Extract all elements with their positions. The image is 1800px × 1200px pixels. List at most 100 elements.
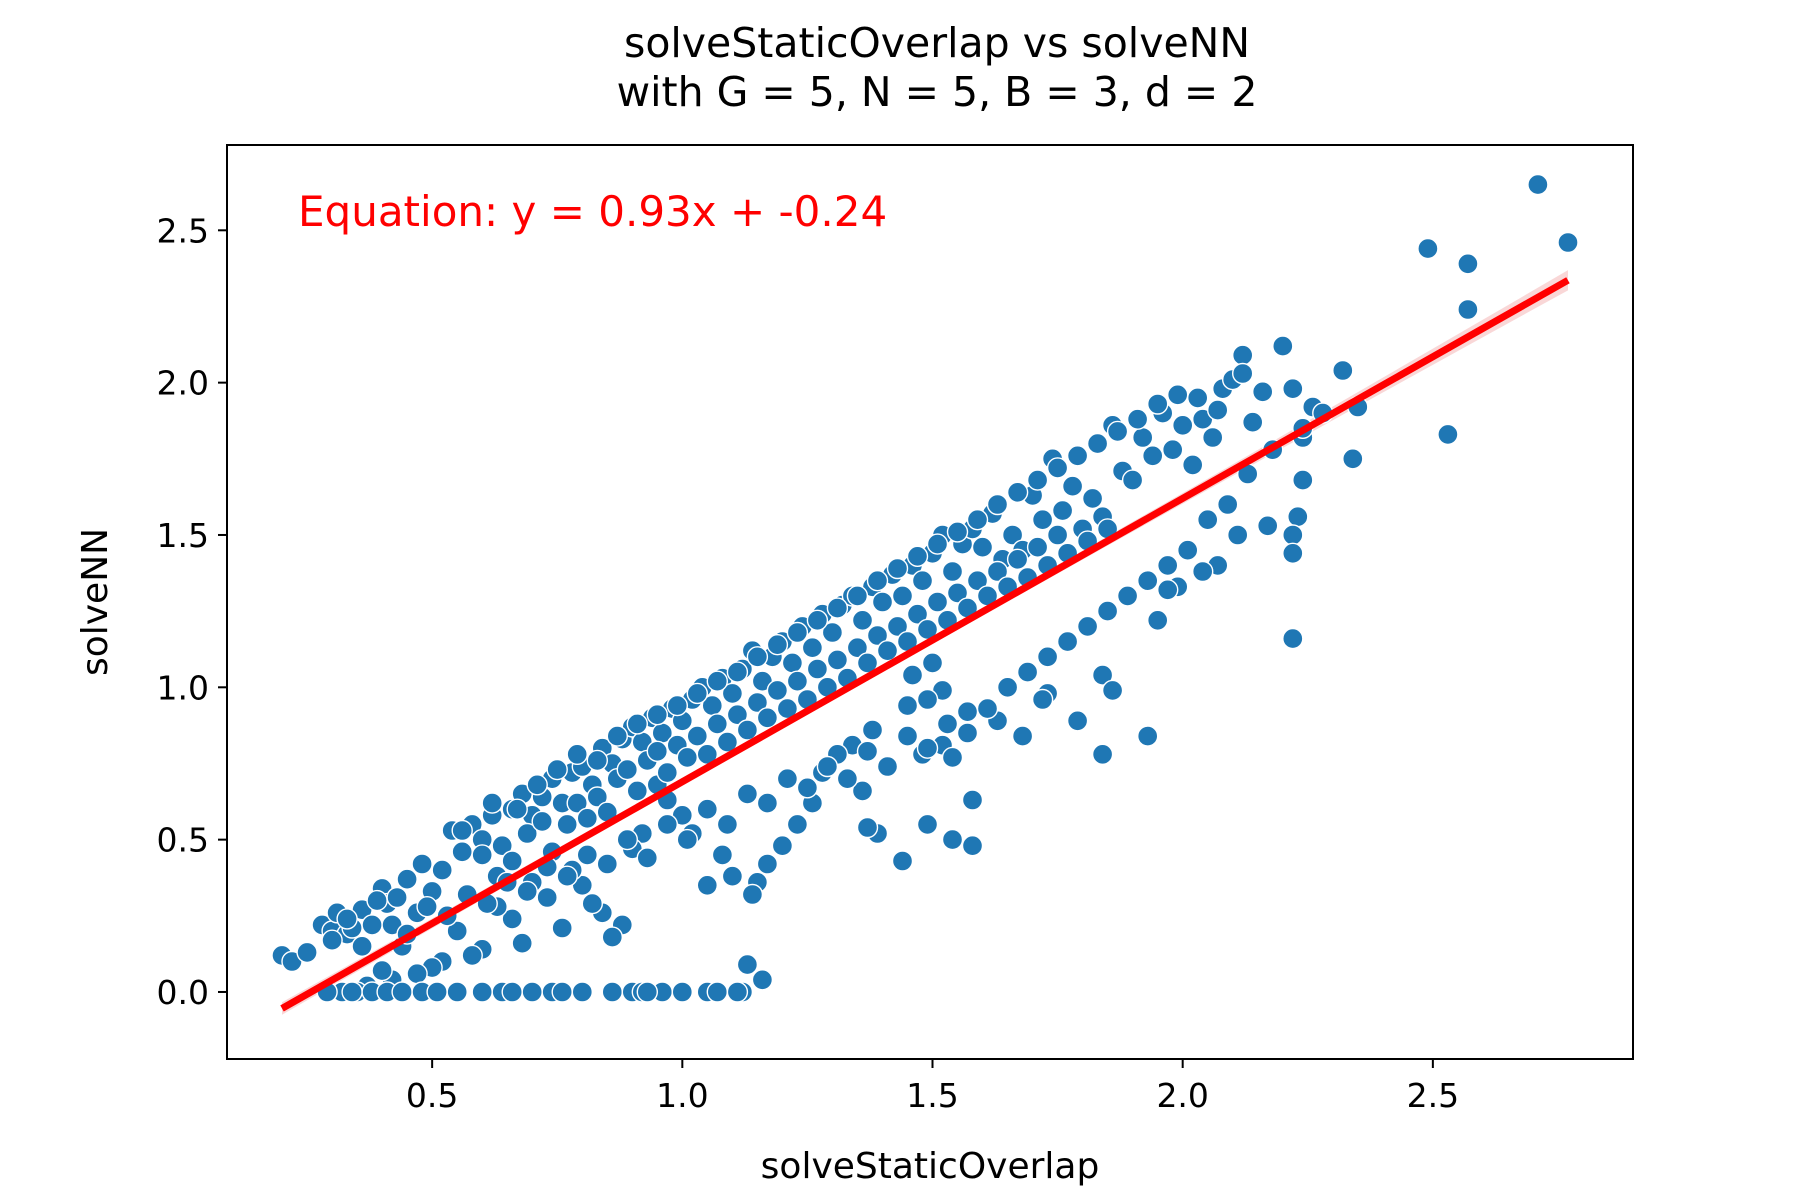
- scatter-point: [916, 813, 939, 836]
- scatter-point: [511, 932, 533, 954]
- scatter-point: [771, 835, 794, 857]
- scatter-point: [1066, 710, 1089, 732]
- scatter-point: [816, 755, 839, 778]
- scatter-point: [741, 883, 764, 906]
- scatter-point: [556, 865, 578, 887]
- scatter-point: [1191, 560, 1214, 583]
- scatter-point: [1282, 378, 1304, 400]
- scatter-point: [431, 859, 453, 881]
- scatter-point: [1046, 524, 1069, 546]
- scatter-point: [1016, 661, 1039, 683]
- scatter-point: [461, 944, 483, 967]
- scatter-point: [766, 634, 789, 656]
- scatter-point: [706, 670, 728, 692]
- points-layer: [271, 173, 1579, 1003]
- scatter-point: [1457, 253, 1479, 275]
- scatter-point: [736, 783, 759, 805]
- scatter-point: [361, 914, 383, 936]
- scatter-point: [921, 652, 944, 674]
- scatter-point: [1282, 524, 1304, 546]
- scatter-point: [411, 853, 433, 875]
- scatter-point: [711, 844, 734, 866]
- scatter-point: [836, 768, 859, 790]
- scatter-point: [516, 822, 538, 845]
- scatter-point: [806, 658, 829, 680]
- scatter-point: [656, 761, 678, 784]
- scatter-point: [726, 661, 749, 683]
- scatter-point: [586, 786, 608, 808]
- scatter-point: [1136, 570, 1159, 592]
- chart-title: solveStaticOverlap vs solveNN: [624, 19, 1250, 67]
- scatter-point: [1196, 509, 1219, 531]
- scatter-point: [576, 807, 598, 829]
- scatter-point: [1226, 524, 1249, 546]
- scatter-point: [371, 959, 393, 982]
- scatter-point: [781, 652, 804, 674]
- scatter-point: [386, 886, 408, 909]
- scatter-point: [546, 758, 568, 781]
- scatter-point: [321, 929, 343, 951]
- scatter-point: [756, 707, 779, 729]
- scatter-point: [861, 719, 884, 741]
- scatter-point: [946, 582, 969, 604]
- scatter-point: [601, 926, 623, 948]
- x-tick-label: 2.5: [1407, 1076, 1459, 1115]
- scatter-point: [551, 917, 573, 939]
- scatter-point: [971, 536, 994, 558]
- scatter-point: [1006, 481, 1029, 503]
- scatter-point: [491, 835, 513, 857]
- scatter-point: [566, 743, 588, 765]
- scatter-point: [536, 886, 558, 909]
- scatter-point: [1081, 487, 1104, 510]
- scatter-point: [1091, 664, 1114, 686]
- scatter-point: [556, 813, 578, 836]
- scatter-point: [551, 981, 573, 1003]
- scatter-point: [1146, 393, 1169, 415]
- scatter-point: [1046, 457, 1069, 479]
- scatter-point: [396, 868, 418, 890]
- scatter-point: [1557, 231, 1579, 254]
- scatter-point: [1251, 381, 1274, 403]
- scatter-point: [1527, 173, 1549, 196]
- scatter-point: [1292, 469, 1314, 491]
- scatter-point: [966, 509, 989, 531]
- scatter-point: [616, 828, 638, 851]
- scatter-point: [576, 844, 598, 866]
- scatter-point: [926, 533, 949, 555]
- scatter-point: [1181, 454, 1204, 476]
- scatter-point: [646, 704, 668, 726]
- scatter-point: [1066, 445, 1089, 467]
- scatter-point: [856, 740, 879, 762]
- scatter-point: [416, 896, 438, 918]
- scatter-point: [671, 981, 693, 1003]
- scatter-point: [941, 828, 964, 851]
- y-tick-label: 0.0: [157, 973, 209, 1012]
- scatter-point: [986, 560, 1009, 583]
- y-tick-label: 0.5: [157, 821, 209, 860]
- scatter-point: [706, 981, 728, 1003]
- scatter-point: [1231, 344, 1254, 366]
- scatter-point: [1437, 423, 1459, 446]
- scatter-point: [1166, 384, 1189, 406]
- scatter-point: [796, 777, 819, 799]
- scatter-point: [1231, 362, 1254, 385]
- scatter-point: [961, 835, 984, 857]
- x-tick-label: 0.5: [406, 1076, 458, 1115]
- scatter-point: [1136, 725, 1159, 747]
- scatter-point: [826, 649, 849, 671]
- scatter-point: [726, 981, 749, 1003]
- plot-frame: [226, 144, 1634, 1060]
- scatter-point: [596, 853, 618, 875]
- scatter-point: [1116, 585, 1139, 607]
- scatter-point: [876, 755, 899, 778]
- y-tick-label: 2.0: [157, 364, 209, 403]
- scatter-point: [501, 981, 523, 1003]
- scatter-point: [891, 850, 914, 872]
- scatter-point: [1076, 615, 1099, 638]
- scatter-point: [471, 844, 493, 866]
- scatter-point: [696, 874, 718, 896]
- scatter-point: [856, 816, 879, 839]
- scatter-point: [446, 981, 468, 1003]
- scatter-point: [1201, 426, 1224, 449]
